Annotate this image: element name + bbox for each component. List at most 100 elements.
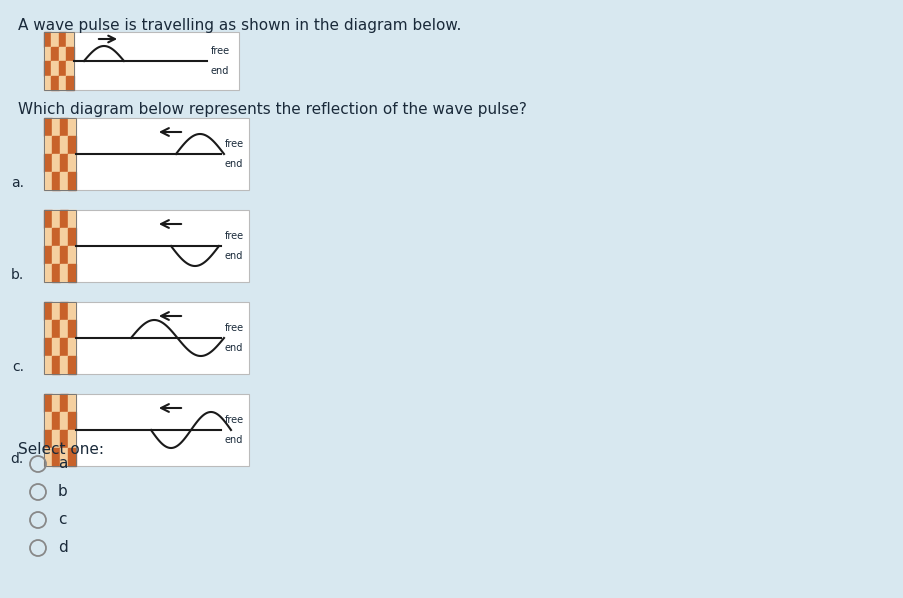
Text: end: end	[210, 66, 229, 76]
Text: free: free	[225, 231, 244, 241]
Bar	[68, 118, 76, 136]
Bar	[68, 338, 76, 356]
Bar	[44, 32, 238, 90]
Bar	[52, 302, 60, 320]
Bar	[68, 302, 76, 320]
Bar	[44, 394, 248, 466]
Text: b.: b.	[11, 268, 24, 282]
Bar	[67, 75, 74, 90]
Bar	[60, 228, 68, 246]
Bar	[44, 210, 76, 282]
Text: a: a	[58, 456, 68, 471]
Bar	[44, 172, 52, 190]
Bar	[44, 394, 76, 466]
Bar	[52, 154, 60, 172]
Bar	[60, 172, 68, 190]
Bar	[44, 302, 76, 374]
Bar	[60, 118, 68, 136]
Text: a.: a.	[11, 176, 24, 190]
Bar	[44, 302, 52, 320]
Bar	[52, 118, 60, 136]
Bar	[68, 172, 76, 190]
Bar	[68, 228, 76, 246]
Bar	[52, 320, 60, 338]
Bar	[60, 412, 68, 430]
Text: end: end	[225, 159, 243, 169]
Bar	[44, 302, 248, 374]
Bar	[44, 210, 52, 228]
Text: free: free	[225, 139, 244, 149]
Text: d: d	[58, 541, 68, 556]
Text: A wave pulse is travelling as shown in the diagram below.: A wave pulse is travelling as shown in t…	[18, 18, 461, 33]
Bar	[44, 228, 52, 246]
Bar	[52, 264, 60, 282]
Bar	[60, 430, 68, 448]
Bar	[68, 246, 76, 264]
Bar	[44, 75, 51, 90]
Bar	[68, 210, 76, 228]
Bar	[51, 75, 59, 90]
Bar	[52, 448, 60, 466]
Bar	[60, 394, 68, 412]
Bar	[68, 412, 76, 430]
Bar	[44, 32, 74, 90]
Bar	[68, 430, 76, 448]
Bar	[44, 448, 52, 466]
Bar	[60, 264, 68, 282]
Bar	[67, 47, 74, 61]
Bar	[44, 47, 51, 61]
Bar	[60, 356, 68, 374]
Bar	[60, 338, 68, 356]
Text: free: free	[225, 323, 244, 333]
Bar	[60, 246, 68, 264]
Bar	[44, 136, 52, 154]
Bar	[51, 61, 59, 75]
Bar	[44, 264, 52, 282]
Bar	[52, 338, 60, 356]
Bar	[68, 154, 76, 172]
Bar	[52, 412, 60, 430]
Bar	[52, 356, 60, 374]
Bar	[59, 61, 67, 75]
Bar	[68, 394, 76, 412]
Bar	[67, 32, 74, 47]
Bar	[44, 118, 52, 136]
Bar	[68, 356, 76, 374]
Bar	[52, 246, 60, 264]
Bar	[44, 118, 248, 190]
Bar	[60, 136, 68, 154]
Bar	[44, 32, 51, 47]
Bar	[44, 210, 248, 282]
Text: end: end	[225, 435, 243, 445]
Bar	[44, 338, 52, 356]
Bar	[44, 61, 51, 75]
Bar	[60, 448, 68, 466]
Bar	[44, 118, 76, 190]
Bar	[59, 32, 67, 47]
Bar	[44, 356, 52, 374]
Bar	[52, 228, 60, 246]
Bar	[67, 61, 74, 75]
Bar	[60, 154, 68, 172]
Bar	[44, 394, 52, 412]
Bar	[52, 394, 60, 412]
Bar	[44, 430, 52, 448]
Bar	[44, 412, 52, 430]
Bar	[60, 302, 68, 320]
Bar	[68, 448, 76, 466]
Text: free: free	[225, 415, 244, 425]
Bar	[51, 32, 59, 47]
Bar	[68, 320, 76, 338]
Text: d.: d.	[11, 452, 24, 466]
Text: c: c	[58, 512, 67, 527]
Bar	[52, 136, 60, 154]
Text: Which diagram below represents the reflection of the wave pulse?: Which diagram below represents the refle…	[18, 102, 526, 117]
Bar	[44, 320, 52, 338]
Text: end: end	[225, 343, 243, 353]
Text: free: free	[210, 46, 230, 56]
Bar	[44, 246, 52, 264]
Bar	[52, 430, 60, 448]
Text: end: end	[225, 251, 243, 261]
Bar	[60, 210, 68, 228]
Bar	[60, 320, 68, 338]
